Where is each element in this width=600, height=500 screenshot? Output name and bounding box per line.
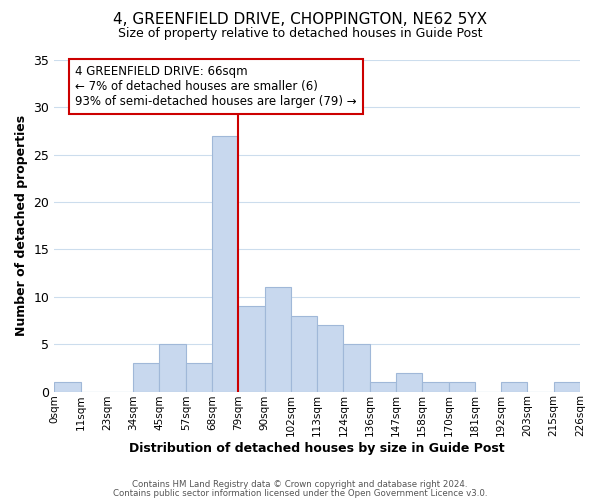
Bar: [422, 382, 449, 392]
Bar: [554, 382, 580, 392]
Bar: [133, 363, 160, 392]
Bar: [449, 382, 475, 392]
Bar: [212, 136, 238, 392]
Bar: [265, 288, 291, 392]
Bar: [291, 316, 317, 392]
X-axis label: Distribution of detached houses by size in Guide Post: Distribution of detached houses by size …: [130, 442, 505, 455]
Text: Contains public sector information licensed under the Open Government Licence v3: Contains public sector information licen…: [113, 488, 487, 498]
Bar: [238, 306, 265, 392]
Bar: [186, 363, 212, 392]
Text: 4 GREENFIELD DRIVE: 66sqm
← 7% of detached houses are smaller (6)
93% of semi-de: 4 GREENFIELD DRIVE: 66sqm ← 7% of detach…: [76, 65, 357, 108]
Bar: [160, 344, 186, 392]
Bar: [370, 382, 396, 392]
Bar: [54, 382, 80, 392]
Bar: [343, 344, 370, 392]
Bar: [317, 325, 343, 392]
Text: Size of property relative to detached houses in Guide Post: Size of property relative to detached ho…: [118, 28, 482, 40]
Bar: [396, 372, 422, 392]
Text: 4, GREENFIELD DRIVE, CHOPPINGTON, NE62 5YX: 4, GREENFIELD DRIVE, CHOPPINGTON, NE62 5…: [113, 12, 487, 28]
Bar: [501, 382, 527, 392]
Text: Contains HM Land Registry data © Crown copyright and database right 2024.: Contains HM Land Registry data © Crown c…: [132, 480, 468, 489]
Y-axis label: Number of detached properties: Number of detached properties: [15, 115, 28, 336]
